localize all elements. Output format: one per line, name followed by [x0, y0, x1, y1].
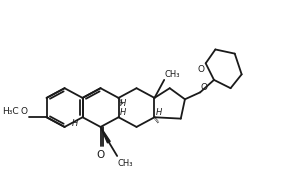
Text: O: O — [21, 108, 28, 116]
Text: H₃C: H₃C — [2, 108, 19, 116]
Polygon shape — [101, 127, 110, 143]
Text: O: O — [197, 65, 204, 74]
Text: CH₃: CH₃ — [118, 159, 133, 168]
Text: H: H — [120, 99, 126, 108]
Text: O: O — [96, 150, 105, 160]
Text: CH₃: CH₃ — [165, 70, 180, 79]
Text: H: H — [156, 108, 162, 117]
Text: H: H — [72, 119, 78, 129]
Text: O: O — [201, 83, 208, 91]
Text: H: H — [120, 108, 126, 117]
